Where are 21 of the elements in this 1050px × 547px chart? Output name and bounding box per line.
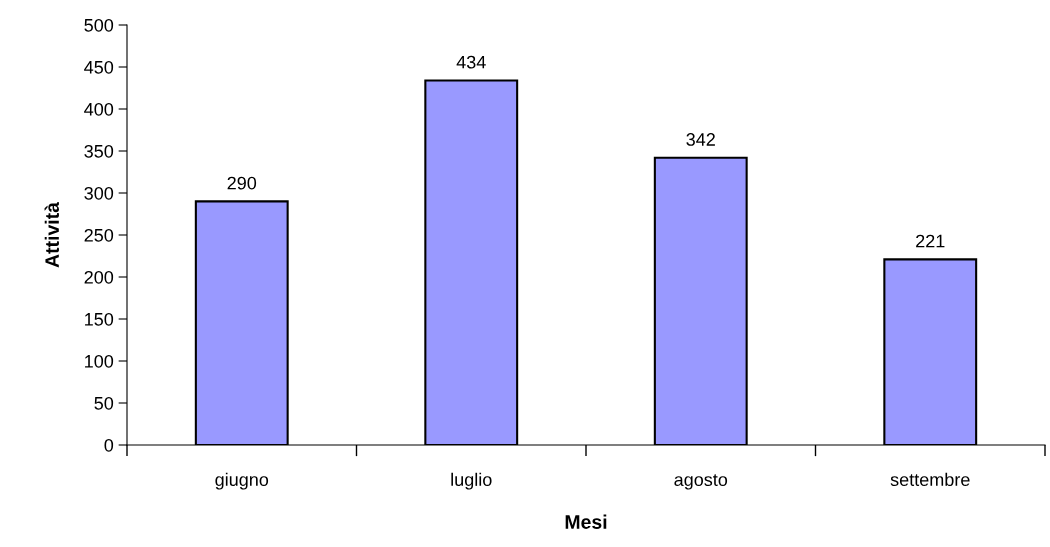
y-tick-label: 400	[84, 102, 114, 116]
y-tick-label: 100	[85, 354, 114, 368]
y-tick-label: 450	[84, 60, 114, 74]
y-tick-label: 50	[94, 396, 114, 410]
data-label: 342	[686, 133, 715, 146]
y-tick-label: 300	[84, 186, 114, 200]
y-tick-label: 500	[84, 18, 114, 32]
y-axis-title: Attività	[44, 202, 60, 268]
x-tick-label: settembre	[890, 472, 970, 487]
y-tick-label: 350	[84, 144, 114, 158]
x-tick-label: giugno	[215, 472, 269, 490]
data-label: 434	[456, 55, 486, 69]
y-tick-label: 0	[104, 438, 114, 452]
data-label: 290	[227, 176, 257, 190]
x-tick-label: luglio	[451, 472, 492, 490]
y-tick-label: 250	[84, 228, 114, 242]
y-tick-label: 150	[85, 312, 114, 326]
x-tick-label: agosto	[674, 474, 728, 490]
data-label: 221	[916, 234, 945, 248]
x-axis-title: Mesi	[565, 514, 607, 529]
y-tick-label: 200	[84, 270, 114, 284]
